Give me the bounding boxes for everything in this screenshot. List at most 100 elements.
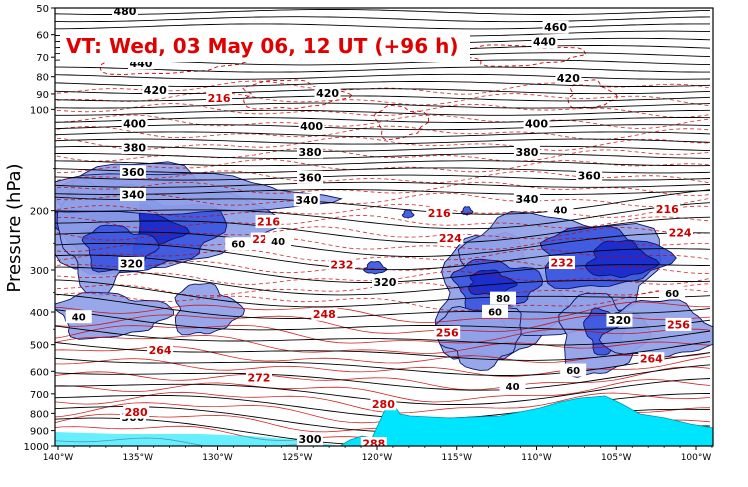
theta-contour [55, 109, 711, 116]
wind-label-bg [65, 310, 92, 324]
temperature-contour [55, 237, 710, 253]
theta-label-bg [121, 140, 148, 154]
temperature-label: 248 [313, 308, 336, 321]
temperature-label-bg [245, 370, 272, 384]
x-tick-label: 100°W [681, 453, 712, 463]
theta-label: 420 [557, 72, 580, 85]
theta-label-bg [118, 257, 145, 271]
temperature-label: 264 [640, 353, 663, 366]
theta-contour [55, 138, 711, 145]
theta-contour [55, 131, 711, 138]
theta-contour [55, 102, 711, 109]
theta-contour [55, 23, 710, 30]
theta-label: 380 [123, 141, 146, 154]
theta-label: 360 [121, 166, 144, 179]
x-tick-label: 120°W [362, 453, 393, 463]
x-tick-label: 125°W [282, 453, 313, 463]
temperature-label: 216 [257, 215, 280, 228]
theta-label: 320 [120, 258, 143, 271]
theta-contour [55, 189, 711, 215]
temperature-label: 288 [362, 438, 385, 451]
temperature-label-bg [638, 352, 665, 366]
temperature-contour [55, 203, 711, 218]
temperature-contour [55, 366, 711, 391]
theta-contour [55, 16, 711, 23]
title-box [60, 30, 470, 62]
y-axis-label: Pressure (hPa) [4, 163, 25, 292]
theta-contour [55, 364, 711, 391]
temperature-label: 224 [439, 232, 462, 245]
temperature-label-bg [328, 258, 355, 272]
temperature-contour [55, 192, 711, 208]
temperature-label: 216 [208, 92, 231, 105]
wind-label: 60 [231, 240, 245, 251]
theta-label-bg [542, 20, 569, 34]
theta-label: 340 [295, 194, 318, 207]
temperature-contour [55, 324, 711, 344]
wind-label: 60 [665, 289, 679, 300]
theta-label: 320 [608, 314, 631, 327]
temperature-loop [373, 104, 430, 141]
theta-label-bg [606, 313, 633, 327]
theta-contour [55, 202, 711, 230]
temperature-label: 256 [667, 318, 690, 331]
theta-label: 320 [373, 276, 396, 289]
temperature-contour [55, 301, 711, 323]
theta-label-bg [297, 432, 324, 446]
temperature-label-bg [434, 325, 461, 339]
x-tick-label: 105°W [601, 453, 632, 463]
theta-contour [55, 279, 711, 308]
temperature-contour [55, 259, 711, 274]
theta-contour [55, 231, 711, 257]
temperature-label: 280 [372, 398, 395, 411]
theta-contour [55, 181, 711, 188]
theta-label: 420 [316, 87, 339, 100]
contour-labels: 4804604404404404204204204004004003803803… [65, 5, 694, 451]
x-tick-label: 135°W [122, 453, 153, 463]
theta-contour [55, 73, 711, 80]
theta-label-bg [119, 165, 146, 179]
temperature-label-bg [255, 214, 282, 228]
temperature-label-bg [123, 405, 150, 419]
theta-contour [55, 117, 711, 123]
chart-title: VT: Wed, 03 May 06, 12 UT (+96 h) [66, 34, 458, 58]
theta-contour [55, 293, 711, 319]
temperature-label-bg [667, 225, 694, 239]
temperature-contour [55, 314, 711, 334]
temperature-label-bg [311, 307, 338, 321]
x-tick-label: 140°W [43, 453, 74, 463]
y-tick-label: 400 [30, 308, 49, 319]
wind-label: 80 [496, 294, 510, 305]
theta-contour [55, 160, 711, 167]
x-tick-label: 115°W [441, 453, 472, 463]
y-tick-label: 50 [36, 4, 49, 15]
y-axis: 50 60 70 80 90 100 200 300 400 500 600 700 800 900 100… [24, 4, 55, 453]
plot-frame [54, 7, 714, 447]
theta-contour [55, 189, 711, 195]
theta-label-bg [314, 86, 341, 100]
temperature-contour [55, 226, 711, 241]
wind-label-bg [482, 304, 509, 318]
theta-contour [55, 309, 711, 331]
theta-contour [55, 124, 711, 131]
temperature-contour [55, 103, 711, 118]
theta-contour [55, 216, 711, 244]
temperature-label-bg [370, 397, 397, 411]
y-tick-label: 800 [30, 409, 49, 420]
wind-core-5 [55, 172, 343, 216]
theta-contour [55, 95, 711, 102]
theta-label: 400 [123, 117, 146, 130]
temperature-label-bg [360, 437, 387, 446]
theta-label-bg [371, 275, 398, 289]
theta-label-bg [142, 83, 169, 97]
wind-label: 40 [506, 382, 520, 393]
theta-label: 480 [114, 5, 137, 18]
y-tick-label: 90 [36, 90, 49, 101]
wind-label: 40 [553, 206, 567, 217]
wind-label: 60 [566, 366, 580, 377]
theta-label-bg [298, 119, 325, 133]
temperature-label: 216 [428, 207, 451, 220]
y-tick-label: 70 [36, 53, 49, 64]
theta-label-bg [513, 192, 540, 206]
